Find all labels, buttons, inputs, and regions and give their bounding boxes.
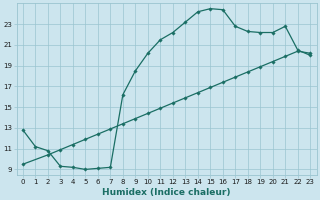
X-axis label: Humidex (Indice chaleur): Humidex (Indice chaleur) — [102, 188, 231, 197]
